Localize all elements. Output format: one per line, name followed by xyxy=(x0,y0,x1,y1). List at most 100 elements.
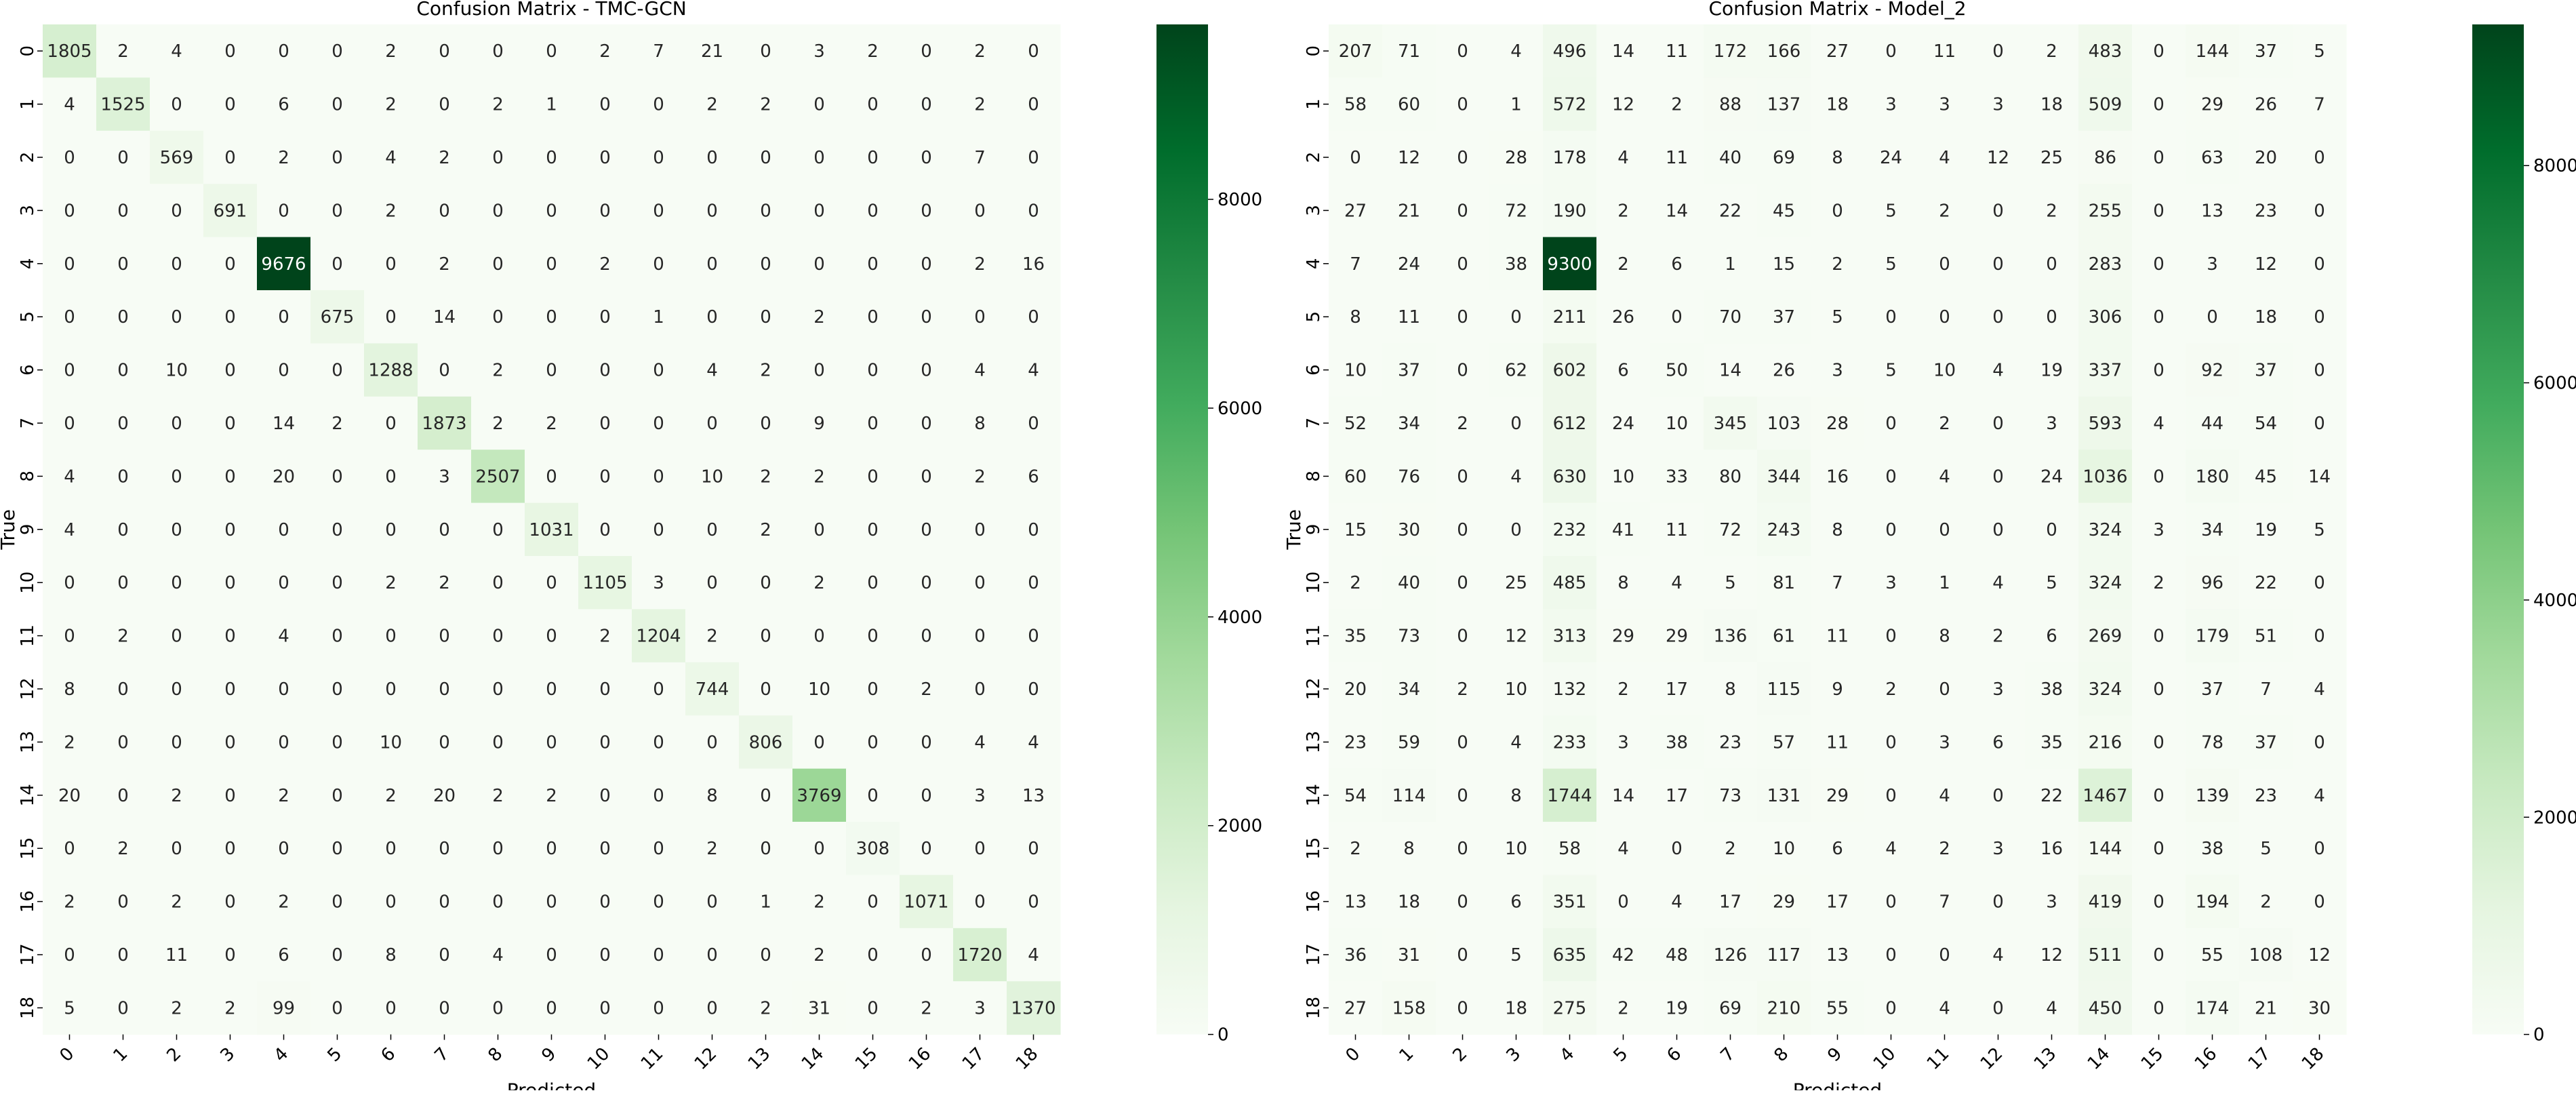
heatmap-cell-17-7 xyxy=(1704,928,1758,982)
heatmap-cell-0-18 xyxy=(1007,24,1061,78)
cell-value-3-16: 13 xyxy=(2201,201,2223,221)
cell-value-18-18: 30 xyxy=(2308,998,2331,1018)
heatmap-cell-10-9 xyxy=(525,556,579,610)
cell-value-3-7: 0 xyxy=(439,201,450,221)
heatmap-cell-18-11 xyxy=(632,981,686,1035)
cell-value-16-0: 2 xyxy=(64,892,75,913)
cell-value-3-16: 0 xyxy=(921,201,932,221)
y-axis-label: True xyxy=(0,509,19,550)
heatmap-cell-9-3 xyxy=(203,502,258,557)
heatmap-cell-16-9 xyxy=(1811,875,1865,929)
heatmap-cell-11-10 xyxy=(578,609,632,663)
heatmap-cell-16-14 xyxy=(792,875,847,929)
colorbar-tick-label-3: 6000 xyxy=(2533,374,2576,394)
cell-value-4-3: 0 xyxy=(224,254,236,275)
cell-value-0-13: 2 xyxy=(2046,41,2057,62)
heatmap-cell-13-8 xyxy=(471,715,525,770)
heatmap-cell-12-6 xyxy=(364,662,418,716)
y-tick-label-7: 7 xyxy=(1304,418,1324,429)
cell-value-4-2: 0 xyxy=(171,254,182,275)
y-tick-label-16: 16 xyxy=(18,890,38,913)
heatmap-cell-6-4 xyxy=(1543,343,1597,397)
cell-value-18-17: 21 xyxy=(2255,998,2277,1018)
heatmap-cell-8-14 xyxy=(2078,450,2133,504)
cell-value-1-11: 0 xyxy=(653,95,664,115)
heatmap-cell-15-12 xyxy=(685,822,740,875)
heatmap-cell-2-12 xyxy=(685,130,740,184)
cell-value-13-0: 2 xyxy=(64,732,75,753)
heatmap-cell-18-6 xyxy=(364,981,418,1035)
cell-value-3-12: 0 xyxy=(706,201,718,221)
heatmap-cell-5-17 xyxy=(2239,290,2293,344)
chart-title: Confusion Matrix - TMC-GCN xyxy=(416,0,686,20)
heatmap-cell-13-18 xyxy=(2293,715,2347,770)
cell-value-13-17: 4 xyxy=(974,732,986,753)
chart-title: Confusion Matrix - Model_2 xyxy=(1708,0,1966,20)
heatmap-cell-10-15 xyxy=(846,556,900,610)
heatmap-cell-18-12 xyxy=(1971,981,2026,1035)
heatmap-cell-2-10 xyxy=(1864,130,1918,184)
cell-value-2-15: 0 xyxy=(867,148,879,168)
cell-value-14-16: 0 xyxy=(921,786,932,806)
cell-value-12-6: 0 xyxy=(385,679,397,700)
heatmap-cell-15-14 xyxy=(2078,822,2133,875)
heatmap-cell-1-7 xyxy=(418,77,472,132)
heatmap-cell-13-17 xyxy=(953,715,1007,770)
cell-value-1-1: 1525 xyxy=(100,95,145,115)
heatmap-cell-2-4 xyxy=(1543,130,1597,184)
heatmap-cell-18-15 xyxy=(2132,981,2186,1035)
heatmap-cell-6-6 xyxy=(1650,343,1704,397)
heatmap-cell-5-18 xyxy=(2293,290,2347,344)
cell-value-1-4: 572 xyxy=(1553,95,1587,115)
cell-value-11-15: 0 xyxy=(867,627,879,647)
cell-value-1-16: 0 xyxy=(921,95,932,115)
heatmap-cell-4-18 xyxy=(2293,237,2347,291)
cell-value-4-7: 2 xyxy=(439,254,450,275)
heatmap-cell-5-1 xyxy=(1382,290,1436,344)
heatmap-cell-9-7 xyxy=(418,502,472,557)
cell-value-3-14: 255 xyxy=(2089,201,2122,221)
cell-value-8-8: 2507 xyxy=(475,466,520,487)
cell-value-8-6: 33 xyxy=(1666,466,1688,487)
cell-value-8-5: 10 xyxy=(1612,466,1634,487)
cell-value-3-5: 2 xyxy=(1617,201,1629,221)
cell-value-7-0: 52 xyxy=(1344,414,1367,434)
heatmap-cell-9-18 xyxy=(2293,502,2347,557)
cell-value-3-10: 0 xyxy=(599,201,611,221)
heatmap-cell-16-12 xyxy=(1971,875,2026,929)
cell-value-8-4: 630 xyxy=(1553,466,1587,487)
heatmap-cell-13-11 xyxy=(1918,715,1972,770)
cell-value-11-1: 2 xyxy=(117,627,129,647)
cell-value-15-3: 0 xyxy=(224,839,236,859)
cell-value-9-11: 0 xyxy=(653,520,664,540)
heatmap-cell-11-12 xyxy=(1971,609,2026,663)
heatmap-cell-15-8 xyxy=(471,822,525,875)
heatmap-cell-4-13 xyxy=(2025,237,2079,291)
cell-value-8-0: 60 xyxy=(1344,466,1367,487)
cell-value-6-17: 37 xyxy=(2255,361,2277,381)
heatmap-cell-17-11 xyxy=(1918,928,1972,982)
heatmap-cell-1-14 xyxy=(792,77,847,132)
cell-value-2-12: 0 xyxy=(706,148,718,168)
cell-value-15-6: 0 xyxy=(1671,839,1683,859)
heatmap-cell-8-1 xyxy=(1382,450,1436,504)
heatmap-cell-0-1 xyxy=(1382,24,1436,78)
cell-value-11-3: 12 xyxy=(1505,627,1527,647)
cell-value-3-1: 21 xyxy=(1398,201,1420,221)
heatmap-cell-8-6 xyxy=(1650,450,1704,504)
cell-value-12-2: 2 xyxy=(1457,679,1468,700)
heatmap-cell-4-7 xyxy=(1704,237,1758,291)
heatmap-cell-8-0 xyxy=(1329,450,1383,504)
cell-value-7-14: 9 xyxy=(813,414,825,434)
heatmap-cell-15-6 xyxy=(1650,822,1704,875)
cell-value-2-10: 0 xyxy=(599,148,611,168)
cell-value-12-2: 0 xyxy=(171,679,182,700)
cell-value-18-7: 69 xyxy=(1719,998,1742,1018)
heatmap-cell-16-10 xyxy=(1864,875,1918,929)
cell-value-9-5: 41 xyxy=(1612,520,1634,540)
heatmap-cell-18-1 xyxy=(96,981,150,1035)
heatmap-cell-9-2 xyxy=(1436,502,1490,557)
x-tick-label-17: 17 xyxy=(959,1044,989,1074)
